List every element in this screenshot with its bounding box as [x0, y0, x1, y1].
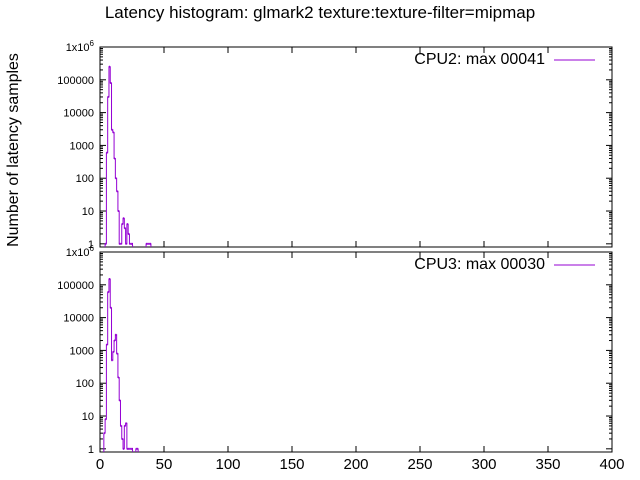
legend-label-cpu3: CPU3: max 00030 — [414, 256, 545, 273]
y-tick-label: 100 — [76, 378, 94, 390]
x-tick-label: 100 — [215, 456, 240, 473]
panel-cpu2: 1 10 100 1000 10000 100000 1x106 CPU2: max 000… — [57, 39, 613, 251]
x-tick-label: 300 — [471, 456, 496, 473]
panel-cpu3: 1 10 100 1000 10000 100000 1x106 0 50 100 150 200 2… — [57, 244, 624, 473]
x-tick-label: 0 — [96, 456, 104, 473]
x-tick-label: 200 — [343, 456, 368, 473]
y-tick-exponent: 6 — [90, 39, 95, 48]
y-tick-exponent: 6 — [90, 244, 95, 253]
plot-frame — [99, 46, 613, 248]
series-group — [103, 278, 139, 453]
y-tick-label: 100 — [76, 173, 94, 185]
series-group — [104, 65, 152, 248]
legend: CPU3: max 00030 — [414, 256, 595, 273]
x-tick-label: 150 — [279, 456, 304, 473]
plot-frame — [99, 251, 613, 453]
y-tick-label: 10 — [82, 206, 94, 218]
y-axis-label: Number of latency samples — [5, 53, 22, 247]
x-tick-label: 400 — [599, 456, 624, 473]
x-ticks: 0 50 100 150 200 250 300 350 400 — [96, 252, 625, 473]
chart-title: Latency histogram: glmark2 texture:textu… — [105, 3, 535, 22]
y-tick-label: 10000 — [63, 313, 94, 325]
y-tick-label: 1 — [88, 444, 94, 456]
y-tick-label: 1x106 — [66, 39, 95, 54]
y-ticks: 1 10 100 1000 10000 100000 1x106 — [57, 244, 612, 456]
series-line — [104, 66, 152, 248]
legend-label-cpu2: CPU2: max 00041 — [414, 51, 545, 68]
legend: CPU2: max 00041 — [414, 51, 595, 68]
y-tick-label: 100000 — [57, 280, 94, 292]
x-tick-label: 50 — [156, 456, 173, 473]
y-tick-label: 10000 — [63, 108, 94, 120]
y-tick-label: 1000 — [70, 140, 94, 152]
y-ticks: 1 10 100 1000 10000 100000 1x106 — [57, 39, 612, 251]
x-ticks — [99, 47, 613, 247]
x-tick-label: 350 — [535, 456, 560, 473]
y-tick-label: 1x106 — [66, 244, 95, 259]
y-tick-label: 100000 — [57, 75, 94, 87]
x-tick-label: 250 — [407, 456, 432, 473]
y-tick-label: 10 — [82, 411, 94, 423]
y-tick-label: 1000 — [70, 345, 94, 357]
y-tick-label: 1 — [88, 239, 94, 251]
